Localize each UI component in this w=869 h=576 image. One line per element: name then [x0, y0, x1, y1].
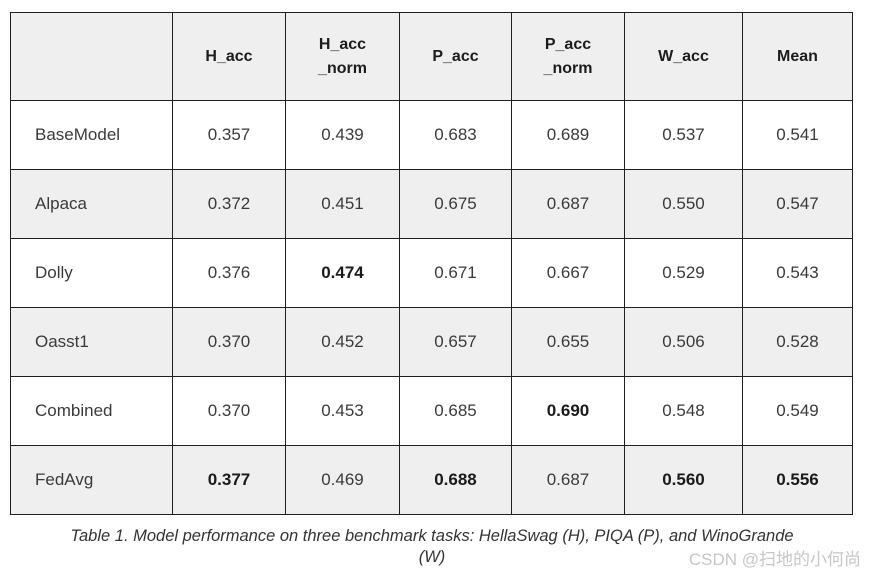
value-cell: 0.506 — [624, 307, 743, 377]
value-cell: 0.377 — [172, 445, 286, 515]
value-cell: 0.667 — [511, 238, 625, 308]
value-cell: 0.528 — [742, 307, 853, 377]
value-cell: 0.685 — [399, 376, 512, 446]
value-cell: 0.687 — [511, 445, 625, 515]
column-header: Mean — [742, 12, 853, 101]
value-cell: 0.370 — [172, 376, 286, 446]
value-cell: 0.372 — [172, 169, 286, 239]
value-cell: 0.474 — [285, 238, 400, 308]
value-cell: 0.357 — [172, 100, 286, 170]
value-cell: 0.687 — [511, 169, 625, 239]
table-row: Combined 0.370 0.453 0.685 0.690 0.548 0.549 — [10, 376, 853, 446]
column-header: P_acc _norm — [511, 12, 625, 101]
table-row: Dolly 0.376 0.474 0.671 0.667 0.529 0.543 — [10, 238, 853, 308]
column-header: P_acc — [399, 12, 512, 101]
value-cell: 0.550 — [624, 169, 743, 239]
value-cell: 0.469 — [285, 445, 400, 515]
value-cell: 0.439 — [285, 100, 400, 170]
value-cell: 0.675 — [399, 169, 512, 239]
value-cell: 0.690 — [511, 376, 625, 446]
column-header: W_acc — [624, 12, 743, 101]
table-row: Alpaca 0.372 0.451 0.675 0.687 0.550 0.547 — [10, 169, 853, 239]
value-cell: 0.547 — [742, 169, 853, 239]
model-name-cell: Dolly — [10, 238, 173, 308]
value-cell: 0.370 — [172, 307, 286, 377]
value-cell: 0.451 — [285, 169, 400, 239]
model-name-cell: Oasst1 — [10, 307, 173, 377]
value-cell: 0.560 — [624, 445, 743, 515]
value-cell: 0.543 — [742, 238, 853, 308]
column-header: H_acc _norm — [285, 12, 400, 101]
value-cell: 0.671 — [399, 238, 512, 308]
value-cell: 0.655 — [511, 307, 625, 377]
model-name-cell: Combined — [10, 376, 173, 446]
value-cell: 0.683 — [399, 100, 512, 170]
corner-header-cell — [10, 12, 173, 101]
value-cell: 0.688 — [399, 445, 512, 515]
caption-line1: Table 1. Model performance on three benc… — [70, 527, 794, 545]
table-caption: Table 1. Model performance on three benc… — [10, 526, 854, 568]
model-name-cell: BaseModel — [10, 100, 173, 170]
value-cell: 0.376 — [172, 238, 286, 308]
value-cell: 0.529 — [624, 238, 743, 308]
value-cell: 0.657 — [399, 307, 512, 377]
value-cell: 0.452 — [285, 307, 400, 377]
caption-line2: (W) — [418, 548, 446, 566]
value-cell: 0.548 — [624, 376, 743, 446]
value-cell: 0.689 — [511, 100, 625, 170]
table-header: H_acc H_acc _norm P_acc P_acc _norm W_acc Mea… — [10, 12, 853, 101]
table-row: BaseModel 0.357 0.439 0.683 0.689 0.537 0.541 — [10, 100, 853, 170]
model-name-cell: FedAvg — [10, 445, 173, 515]
benchmark-table: H_acc H_acc _norm P_acc P_acc _norm W_acc Mea… — [10, 12, 853, 515]
value-cell: 0.556 — [742, 445, 853, 515]
value-cell: 0.549 — [742, 376, 853, 446]
value-cell: 0.453 — [285, 376, 400, 446]
value-cell: 0.537 — [624, 100, 743, 170]
column-header: H_acc — [172, 12, 286, 101]
csdn-watermark: CSDN @扫地的小何尚 — [688, 550, 861, 569]
model-name-cell: Alpaca — [10, 169, 173, 239]
table-row: Oasst1 0.370 0.452 0.657 0.655 0.506 0.528 — [10, 307, 853, 377]
table-body: BaseModel 0.357 0.439 0.683 0.689 0.537 0.541 A… — [10, 100, 853, 515]
table-row: FedAvg 0.377 0.469 0.688 0.687 0.560 0.556 — [10, 445, 853, 515]
value-cell: 0.541 — [742, 100, 853, 170]
header-row: H_acc H_acc _norm P_acc P_acc _norm W_acc Mea… — [10, 12, 853, 101]
